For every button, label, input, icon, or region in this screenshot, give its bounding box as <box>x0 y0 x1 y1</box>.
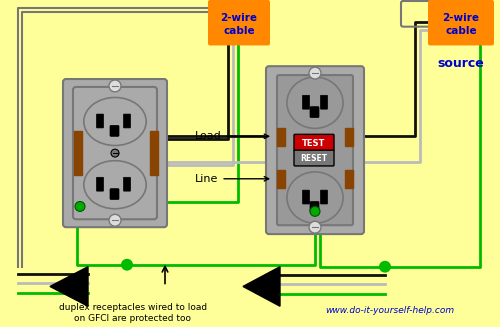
FancyBboxPatch shape <box>302 95 310 109</box>
FancyBboxPatch shape <box>96 114 103 128</box>
Bar <box>74 131 82 175</box>
FancyBboxPatch shape <box>320 95 328 109</box>
Circle shape <box>121 259 133 271</box>
FancyBboxPatch shape <box>310 107 319 117</box>
Text: source: source <box>438 57 484 70</box>
FancyBboxPatch shape <box>63 79 167 227</box>
FancyBboxPatch shape <box>302 190 310 204</box>
Text: Line: Line <box>195 174 268 184</box>
Circle shape <box>111 149 119 157</box>
FancyBboxPatch shape <box>320 190 328 204</box>
Ellipse shape <box>84 97 146 146</box>
Circle shape <box>309 67 321 79</box>
Ellipse shape <box>287 172 343 223</box>
Text: TEST: TEST <box>302 139 326 148</box>
FancyBboxPatch shape <box>124 177 130 191</box>
Ellipse shape <box>287 77 343 129</box>
FancyBboxPatch shape <box>110 126 119 136</box>
FancyBboxPatch shape <box>277 75 353 225</box>
Bar <box>277 170 285 188</box>
Circle shape <box>379 261 391 273</box>
FancyBboxPatch shape <box>73 87 157 219</box>
FancyBboxPatch shape <box>294 134 334 151</box>
Text: Load: Load <box>195 131 268 141</box>
Polygon shape <box>243 267 280 306</box>
Polygon shape <box>50 267 88 306</box>
Text: duplex receptacles wired to load
on GFCI are protected too: duplex receptacles wired to load on GFCI… <box>59 303 207 323</box>
Bar <box>150 131 158 175</box>
Circle shape <box>75 201 85 211</box>
Bar <box>277 129 285 146</box>
Ellipse shape <box>84 161 146 209</box>
Text: www.do-it-yourself-help.com: www.do-it-yourself-help.com <box>326 306 454 315</box>
FancyBboxPatch shape <box>124 114 130 128</box>
Circle shape <box>109 80 121 92</box>
Circle shape <box>309 221 321 233</box>
Text: 2-wire
cable: 2-wire cable <box>220 13 258 36</box>
FancyBboxPatch shape <box>310 201 319 212</box>
Text: 2-wire
cable: 2-wire cable <box>442 13 480 36</box>
FancyBboxPatch shape <box>208 0 270 45</box>
Circle shape <box>310 206 320 216</box>
FancyBboxPatch shape <box>428 0 494 45</box>
Bar <box>345 170 353 188</box>
FancyBboxPatch shape <box>96 177 103 191</box>
Bar <box>345 129 353 146</box>
FancyBboxPatch shape <box>110 189 119 199</box>
FancyBboxPatch shape <box>294 150 334 166</box>
Circle shape <box>109 214 121 226</box>
FancyBboxPatch shape <box>266 66 364 234</box>
Text: RESET: RESET <box>300 154 328 163</box>
